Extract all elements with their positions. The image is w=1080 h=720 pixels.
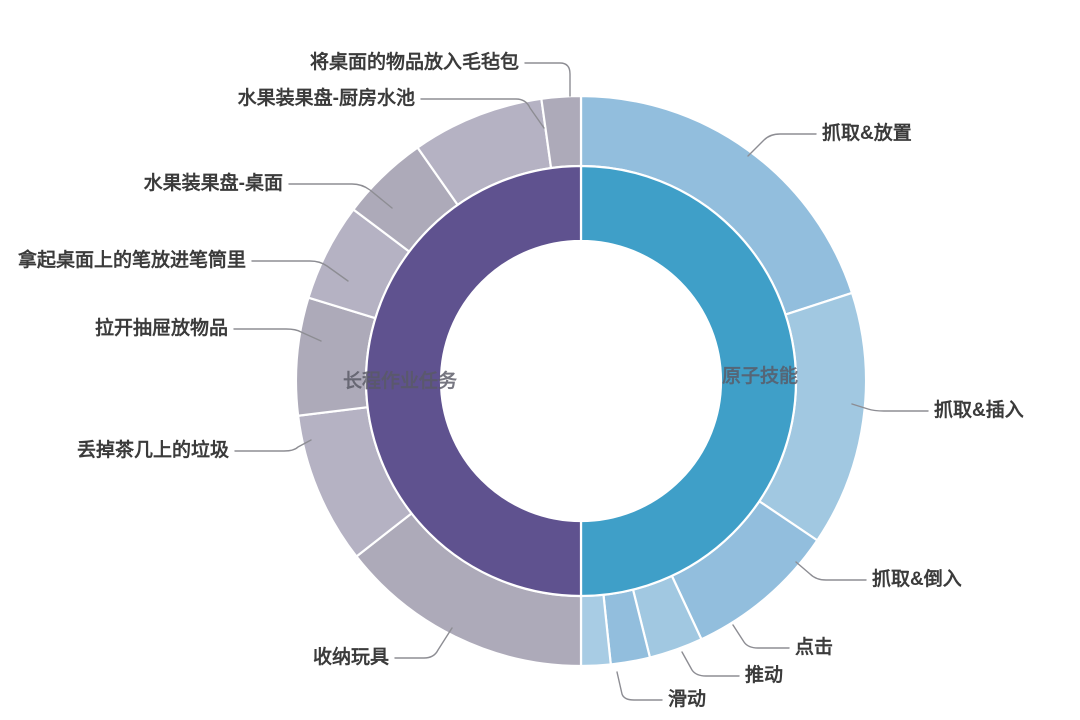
label-leader-line <box>681 651 740 677</box>
label-leader-line <box>420 98 545 129</box>
label-leader-line <box>234 439 312 452</box>
label-leader-line <box>616 671 663 701</box>
outer-segment-label: 丢掉茶几上的垃圾 <box>77 438 230 461</box>
outer-segment-label: 抓取&放置 <box>822 121 912 144</box>
label-leader-line <box>747 133 817 157</box>
outer-segment-label: 水果装果盘-厨房水池 <box>238 86 415 109</box>
outer-segment-label: 推动 <box>745 663 783 686</box>
outer-label-group: 将桌面的物品放入毛毡包水果装果盘-厨房水池水果装果盘-桌面拿起桌面上的笔放进笔筒… <box>17 50 1024 710</box>
inner-label-group: 长程作业任务 原子技能 <box>343 364 798 392</box>
outer-segment-label: 滑动 <box>668 688 706 710</box>
label-leader-line <box>233 328 322 342</box>
outer-segment-label: 点击 <box>795 636 833 658</box>
label-leader-line <box>288 183 393 209</box>
label-leader-line <box>251 260 349 282</box>
label-leader-line <box>795 561 867 581</box>
inner-segment-label: 长程作业任务 <box>343 369 458 392</box>
outer-segment-label: 水果装果盘-桌面 <box>144 171 283 194</box>
label-leader-line <box>524 62 571 97</box>
outer-segment-label: 抓取&倒入 <box>872 567 962 590</box>
outer-ring-group: 抓取&放置抓取&插入抓取&倒入点击推动滑动收纳玩具丢掉茶几上的垃圾拉开抽屉放物品… <box>294 94 868 668</box>
leader-line-group <box>233 62 929 701</box>
inner-ring-segment[interactable]: 长程作业任务 <box>364 164 583 598</box>
outer-segment-label: 拿起桌面上的笔放进笔筒里 <box>17 248 246 271</box>
label-leader-line <box>394 627 453 659</box>
outer-segment-label: 收纳玩具 <box>313 645 389 668</box>
inner-segment-label: 原子技能 <box>722 364 798 387</box>
outer-segment-label: 抓取&插入 <box>934 398 1024 421</box>
outer-segment-label: 拉开抽屉放物品 <box>95 316 228 339</box>
label-leader-line <box>732 624 790 649</box>
outer-segment-label: 将桌面的物品放入毛毡包 <box>310 50 519 73</box>
label-leader-line <box>851 403 929 412</box>
inner-ring-group: 原子技能 长程作业任务 <box>364 164 798 598</box>
inner-ring-segment[interactable]: 原子技能 <box>579 164 798 598</box>
